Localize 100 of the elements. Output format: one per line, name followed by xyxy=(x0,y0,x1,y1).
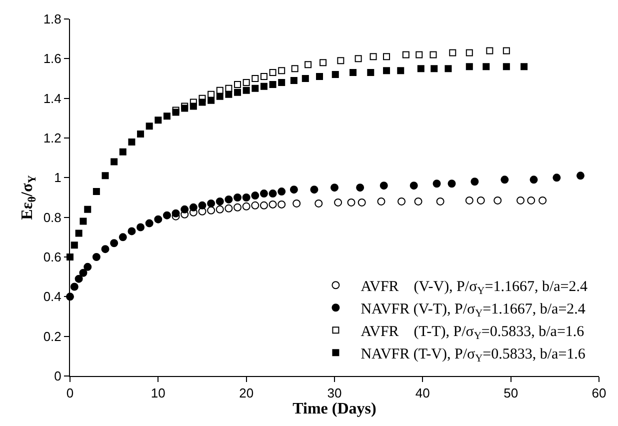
point xyxy=(449,49,456,56)
point xyxy=(216,205,224,214)
x-tick-label: 20 xyxy=(239,386,254,401)
point xyxy=(216,92,224,100)
point xyxy=(70,282,78,291)
point xyxy=(251,201,260,210)
point xyxy=(145,219,154,228)
legend-label: AVFR (T-T), P/σ$_{Y}$=0.5833, b/a=1.6 xyxy=(360,324,585,342)
point xyxy=(268,200,277,208)
point xyxy=(310,186,318,194)
point xyxy=(234,80,242,88)
point xyxy=(292,199,301,208)
point xyxy=(128,227,136,236)
y-tick-label: 1.8 xyxy=(43,12,62,27)
point xyxy=(79,268,88,277)
point xyxy=(304,61,312,68)
point xyxy=(260,190,268,198)
point xyxy=(110,158,118,166)
point xyxy=(190,102,197,110)
point xyxy=(320,59,327,66)
point xyxy=(465,196,474,204)
point xyxy=(162,211,171,220)
y-tick-label: 1 xyxy=(54,170,62,186)
point xyxy=(502,63,510,70)
legend-label: NAVFR (V-T), P/σ$_{Y}$=1.1667, b/a=2.4 xyxy=(360,301,586,320)
point xyxy=(302,75,309,82)
point xyxy=(252,84,259,92)
point xyxy=(337,57,344,64)
point xyxy=(370,53,377,60)
point xyxy=(448,180,456,188)
x-axis-title: Time (Days) xyxy=(292,400,376,418)
point xyxy=(84,206,92,213)
point xyxy=(380,182,388,190)
point xyxy=(576,172,584,180)
point xyxy=(383,53,390,60)
point xyxy=(552,174,561,182)
point xyxy=(84,262,92,271)
point xyxy=(530,176,538,184)
point xyxy=(430,51,437,58)
point xyxy=(252,75,259,82)
point xyxy=(417,65,424,72)
point xyxy=(444,65,452,72)
point xyxy=(137,130,144,138)
point xyxy=(207,206,216,214)
point xyxy=(466,63,473,70)
y-tick-label: 1.6 xyxy=(43,51,62,66)
point xyxy=(377,197,386,206)
y-tick-label: 0.8 xyxy=(43,210,62,225)
point xyxy=(224,204,233,212)
y-tick-label: 0 xyxy=(54,368,62,384)
point xyxy=(154,116,162,124)
y-tick-label: 0.2 xyxy=(43,328,62,344)
point xyxy=(207,199,216,208)
point xyxy=(432,180,441,188)
point xyxy=(198,201,206,210)
point xyxy=(75,230,82,237)
point xyxy=(538,196,547,204)
point xyxy=(269,69,276,76)
point xyxy=(470,178,479,186)
point xyxy=(466,49,473,56)
point xyxy=(278,67,286,74)
point xyxy=(242,86,250,94)
point xyxy=(92,253,100,261)
point xyxy=(224,195,233,204)
point xyxy=(242,78,250,86)
point xyxy=(436,197,444,206)
point xyxy=(251,192,260,200)
point xyxy=(146,122,153,130)
point xyxy=(500,176,509,184)
point xyxy=(154,215,162,224)
point xyxy=(119,148,126,156)
point xyxy=(74,274,83,283)
y-tick-label: 0.4 xyxy=(43,289,62,304)
point xyxy=(101,245,110,254)
point xyxy=(268,190,277,198)
point xyxy=(290,76,298,84)
point xyxy=(367,69,374,76)
point xyxy=(516,196,525,204)
point xyxy=(269,80,276,88)
point xyxy=(316,73,324,80)
x-tick-label: 10 xyxy=(150,386,166,401)
point xyxy=(397,67,404,74)
x-tick-label: 0 xyxy=(66,386,74,401)
point xyxy=(410,182,418,190)
point xyxy=(416,51,423,58)
point xyxy=(136,223,145,232)
point xyxy=(350,69,357,76)
point xyxy=(118,233,127,242)
point xyxy=(70,242,78,249)
point xyxy=(354,55,362,62)
point xyxy=(356,184,364,192)
y-tick-label: 0.6 xyxy=(43,250,62,265)
point xyxy=(486,47,494,54)
legend-label: NAVFR (T-V), P/σ$_{Y}$=0.5833, b/a=1.6 xyxy=(360,346,586,365)
point xyxy=(216,197,224,206)
x-tick-label: 60 xyxy=(592,386,606,401)
point xyxy=(102,172,109,180)
point xyxy=(234,194,242,202)
point xyxy=(520,63,528,70)
point xyxy=(527,196,536,204)
